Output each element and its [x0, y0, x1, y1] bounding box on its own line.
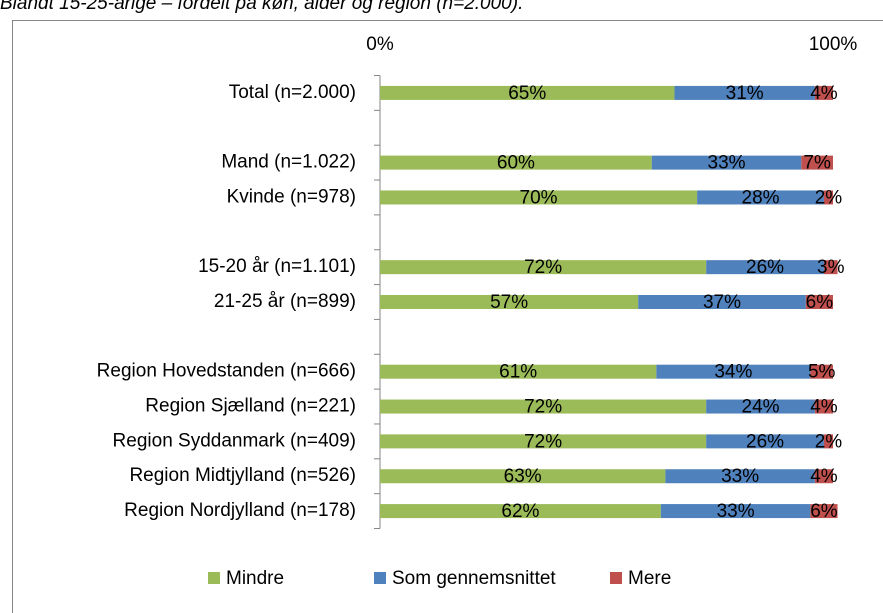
y-tick-label: Total (n=2.000): [229, 82, 356, 103]
data-label: 33%: [721, 466, 759, 487]
y-tick-label: 21-25 år (n=899): [214, 291, 356, 312]
bar-segment: [380, 504, 661, 519]
bar-segment: [380, 434, 707, 449]
data-label: 26%: [746, 257, 784, 278]
data-label: 24%: [742, 397, 780, 418]
bar-segment: [706, 434, 824, 449]
data-label: 33%: [717, 501, 755, 522]
data-label: 2%: [815, 187, 843, 208]
bar-segment: [380, 469, 666, 484]
data-label: 4%: [810, 466, 838, 487]
legend-label: Mindre: [226, 568, 284, 589]
bar-segment: [380, 364, 657, 379]
y-tick-label: Region Sjælland (n=221): [145, 396, 356, 417]
bar-segment: [651, 155, 802, 170]
bar-segment: [706, 399, 815, 414]
bar-segment: [656, 364, 811, 379]
legend-label: Mere: [628, 568, 671, 589]
bar-segment: [814, 399, 833, 414]
bar-segment: [823, 260, 838, 275]
legend-swatch: [208, 572, 220, 584]
bar-segment: [674, 85, 815, 100]
data-label: 33%: [708, 153, 746, 174]
bar-segment: [814, 85, 833, 100]
data-label: 3%: [817, 257, 845, 278]
bar-segment: [380, 399, 707, 414]
bar-segment: [638, 295, 806, 309]
data-label: 34%: [714, 362, 752, 383]
data-label: 70%: [520, 187, 558, 208]
y-tick-label: Region Nordjylland (n=178): [124, 500, 356, 521]
bar-segment: [810, 504, 838, 519]
legend-label: Som gennemsnittet: [392, 568, 556, 589]
y-tick-label: Region Hovedstanden (n=666): [97, 361, 356, 382]
bar-segment: [380, 155, 652, 170]
data-label: 4%: [810, 397, 838, 418]
data-label: 60%: [497, 153, 535, 174]
x-tick-label: 100%: [809, 34, 858, 55]
bar-segment: [706, 260, 824, 275]
y-tick-label: Region Syddanmark (n=409): [113, 430, 356, 451]
data-label: 7%: [803, 153, 831, 174]
data-label: 2%: [815, 431, 843, 452]
bar-segment: [823, 434, 833, 449]
x-tick-label: 0%: [366, 34, 394, 55]
data-label: 28%: [742, 187, 780, 208]
data-label: 63%: [504, 466, 542, 487]
data-label: 72%: [524, 397, 562, 418]
bar-segment: [380, 190, 698, 205]
data-label: 57%: [490, 292, 528, 313]
bar-segment: [805, 295, 833, 309]
bar-segment: [660, 504, 811, 519]
legend-swatch: [374, 572, 386, 584]
data-label: 5%: [808, 362, 836, 383]
data-label: 6%: [810, 501, 838, 522]
data-label: 31%: [726, 83, 764, 104]
y-tick-label: Region Midtjylland (n=526): [129, 465, 356, 486]
data-label: 72%: [524, 431, 562, 452]
data-label: 26%: [746, 431, 784, 452]
bar-segment: [380, 295, 639, 309]
bar-segment: [665, 469, 815, 484]
bar-segment: [380, 260, 707, 275]
bar-segment: [810, 364, 833, 379]
y-tick-label: 15-20 år (n=1.101): [198, 256, 356, 277]
data-label: 65%: [508, 83, 546, 104]
chart-title: Blandt 15-25-årige – fordelt på køn, ald…: [0, 0, 523, 14]
data-label: 6%: [806, 292, 834, 313]
bar-segment: [380, 85, 675, 100]
data-label: 61%: [499, 362, 537, 383]
data-label: 37%: [703, 292, 741, 313]
bar-segment: [801, 155, 833, 170]
legend-swatch: [610, 572, 622, 584]
data-label: 62%: [501, 501, 539, 522]
bar-segment: [823, 190, 833, 205]
bar-segment: [814, 469, 833, 484]
data-label: 72%: [524, 257, 562, 278]
y-tick-label: Kvinde (n=978): [227, 186, 356, 207]
chart-border: [12, 20, 883, 613]
data-label: 4%: [810, 83, 838, 104]
y-tick-label: Mand (n=1.022): [221, 152, 356, 173]
bar-segment: [697, 190, 824, 205]
